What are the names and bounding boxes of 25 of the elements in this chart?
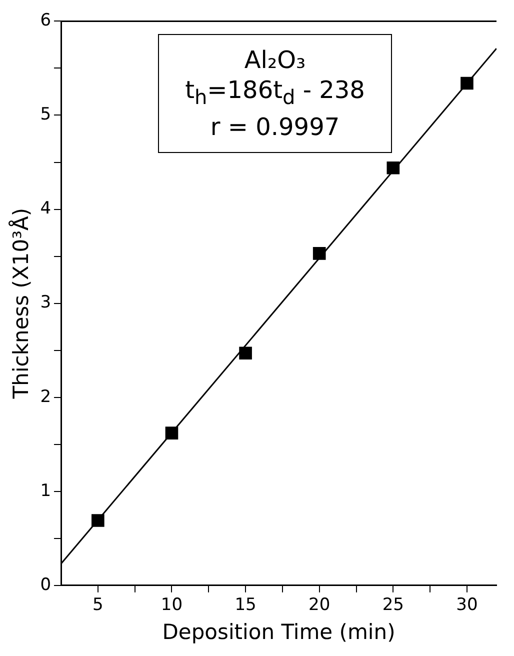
annotation: r = 0.9997 [209, 112, 341, 142]
point [165, 426, 178, 440]
x-tick-label: 10 [160, 595, 183, 616]
annotation: t$_{h}$=186t$_{d}$ - 238 [184, 75, 366, 111]
x-tick-label: 20 [308, 595, 330, 616]
y-tick-label: 0 [40, 574, 52, 595]
y-tick-label: 4 [40, 198, 52, 219]
point [239, 346, 252, 360]
y-tick-label: 1 [40, 480, 52, 501]
x-tick-label: 15 [234, 595, 256, 616]
y-tick-label: 3 [40, 292, 52, 313]
point [386, 161, 400, 174]
point [92, 514, 104, 527]
x-tick-label: 25 [382, 595, 404, 616]
note-box: Al₂O₃ t$_{h}$=186t$_{d}$ - 238 r = 0.9997 [158, 34, 392, 153]
y-tick-label: 6 [40, 10, 52, 31]
y-tick-label: 5 [40, 104, 52, 125]
point [460, 76, 474, 90]
annotation: Al₂O₃ [243, 45, 307, 75]
y-tick-label: 2 [40, 386, 52, 407]
x-tick-label: 30 [456, 595, 478, 616]
point [312, 247, 326, 260]
x-axis-title: Deposition Time (min) [162, 620, 396, 644]
y-axis-title: Thickness (X10³Å) [8, 208, 34, 400]
x-tick-label: 5 [92, 595, 104, 616]
